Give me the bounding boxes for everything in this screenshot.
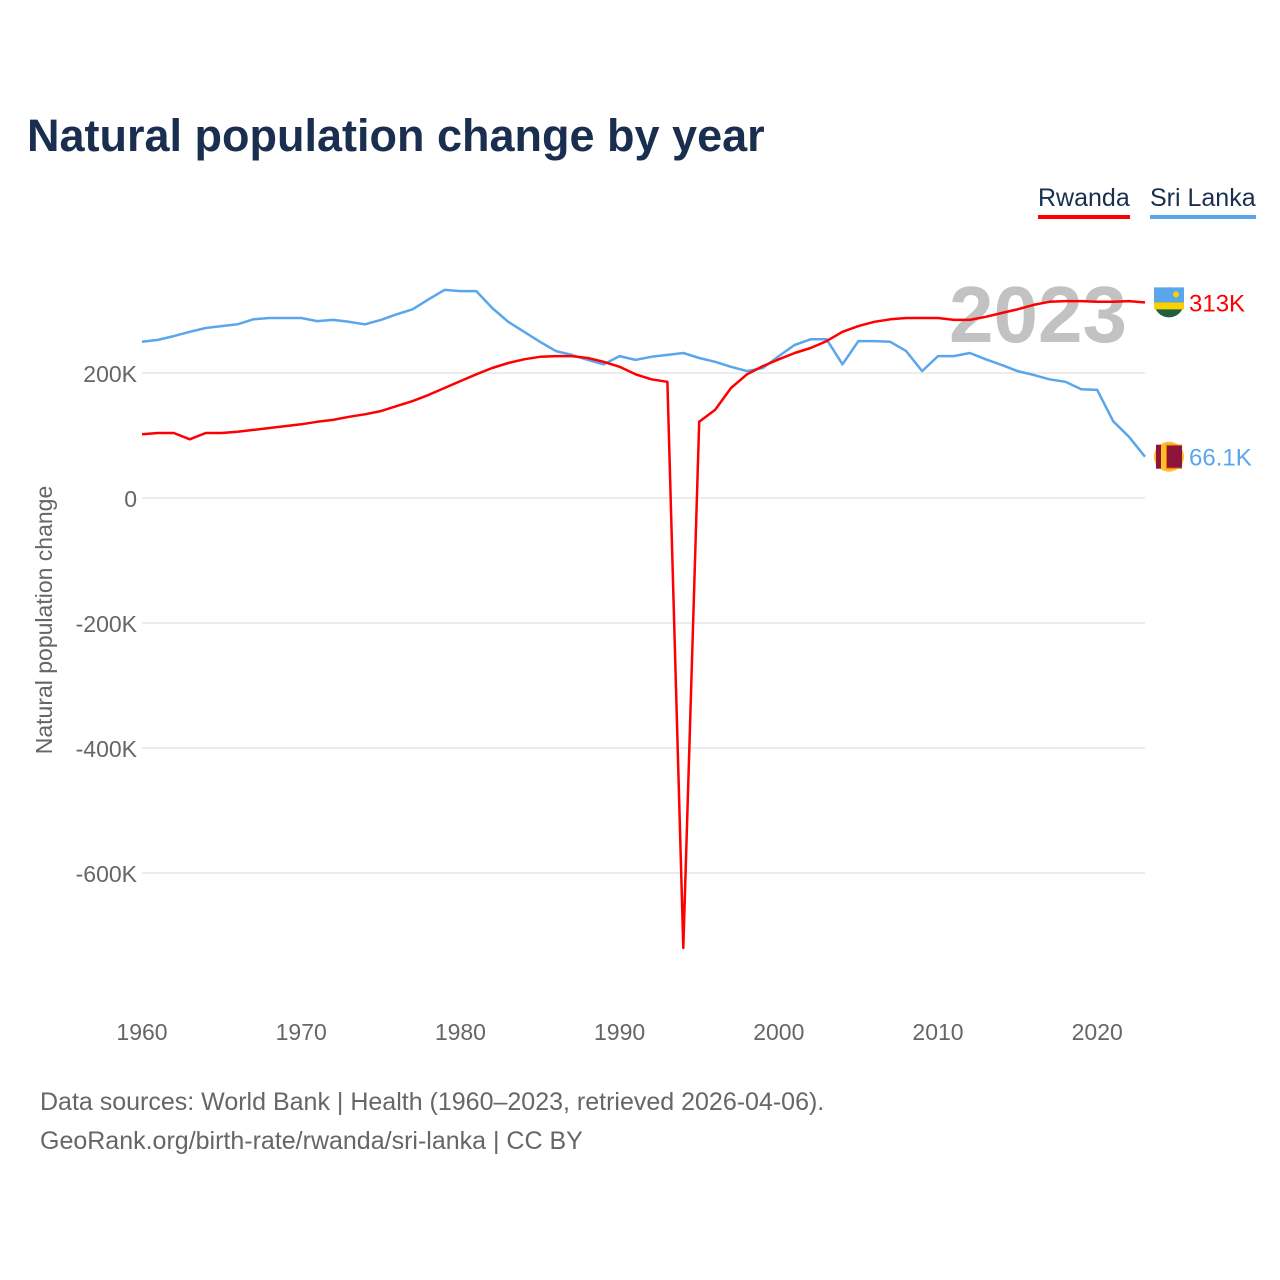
flag-blue [1154,287,1184,303]
x-tick-label: 1990 [594,1019,645,1045]
x-tick-label: 1960 [116,1019,167,1045]
end-label-rwanda: 313K [1189,290,1245,317]
chart-title: Natural population change by year [27,110,765,161]
y-tick-label: -400K [76,736,138,762]
y-tick-label: 200K [83,361,137,387]
legend-sri-lanka[interactable]: Sri Lanka [1150,184,1256,219]
flag-icon-rwanda [1154,287,1184,318]
flag-yellow [1154,302,1184,310]
y-tick-label: -600K [76,861,138,887]
series-line-rwanda [141,299,1146,950]
source-line-2[interactable]: GeoRank.org/birth-rate/rwanda/sri-lanka … [40,1127,583,1155]
end-label-sri-lanka: 66.1K [1189,445,1252,472]
series-line-sri-lanka [141,288,1146,458]
x-tick-label: 1980 [435,1019,486,1045]
x-tick-label: 2000 [753,1019,804,1045]
flag-lion [1167,445,1182,468]
y-tick-label: 0 [124,486,137,512]
y-tick-label: -200K [76,611,138,637]
y-axis-label: Natural population change [31,486,57,755]
source-line-1: Data sources: World Bank | Health (1960–… [40,1088,825,1116]
flag-icon-sri-lanka [1154,441,1184,472]
flag-sun [1173,291,1179,298]
x-tick-label: 1970 [276,1019,327,1045]
flag-stripe [1156,444,1161,469]
legend-rwanda[interactable]: Rwanda [1038,184,1130,219]
x-tick-label: 2020 [1072,1019,1123,1045]
x-tick-label: 2010 [912,1019,963,1045]
year-watermark: 2023 [949,270,1127,359]
